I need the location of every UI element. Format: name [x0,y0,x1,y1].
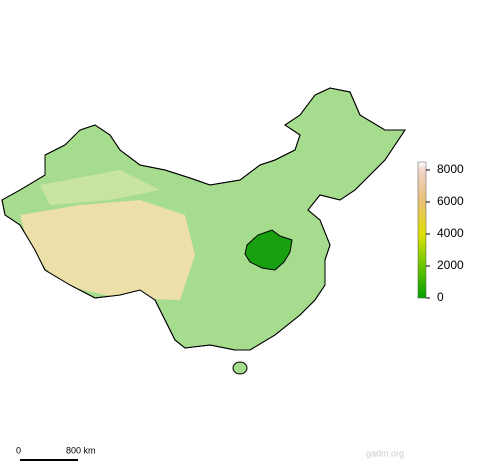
henan [244,229,293,271]
legend-tick-label: 4000 [437,226,464,240]
legend-tick-label: 8000 [437,162,464,176]
legend: 0 2000 4000 6000 8000 [426,162,464,304]
scale-end: 800 km [66,445,96,455]
colorbar [417,161,427,299]
legend-tick-label: 0 [437,290,444,304]
china [1,87,406,375]
legend-tick-label: 6000 [437,194,464,208]
credit: gadm.org [366,448,404,458]
legend-tick-label: 2000 [437,258,464,272]
scale-start: 0 [16,445,21,455]
